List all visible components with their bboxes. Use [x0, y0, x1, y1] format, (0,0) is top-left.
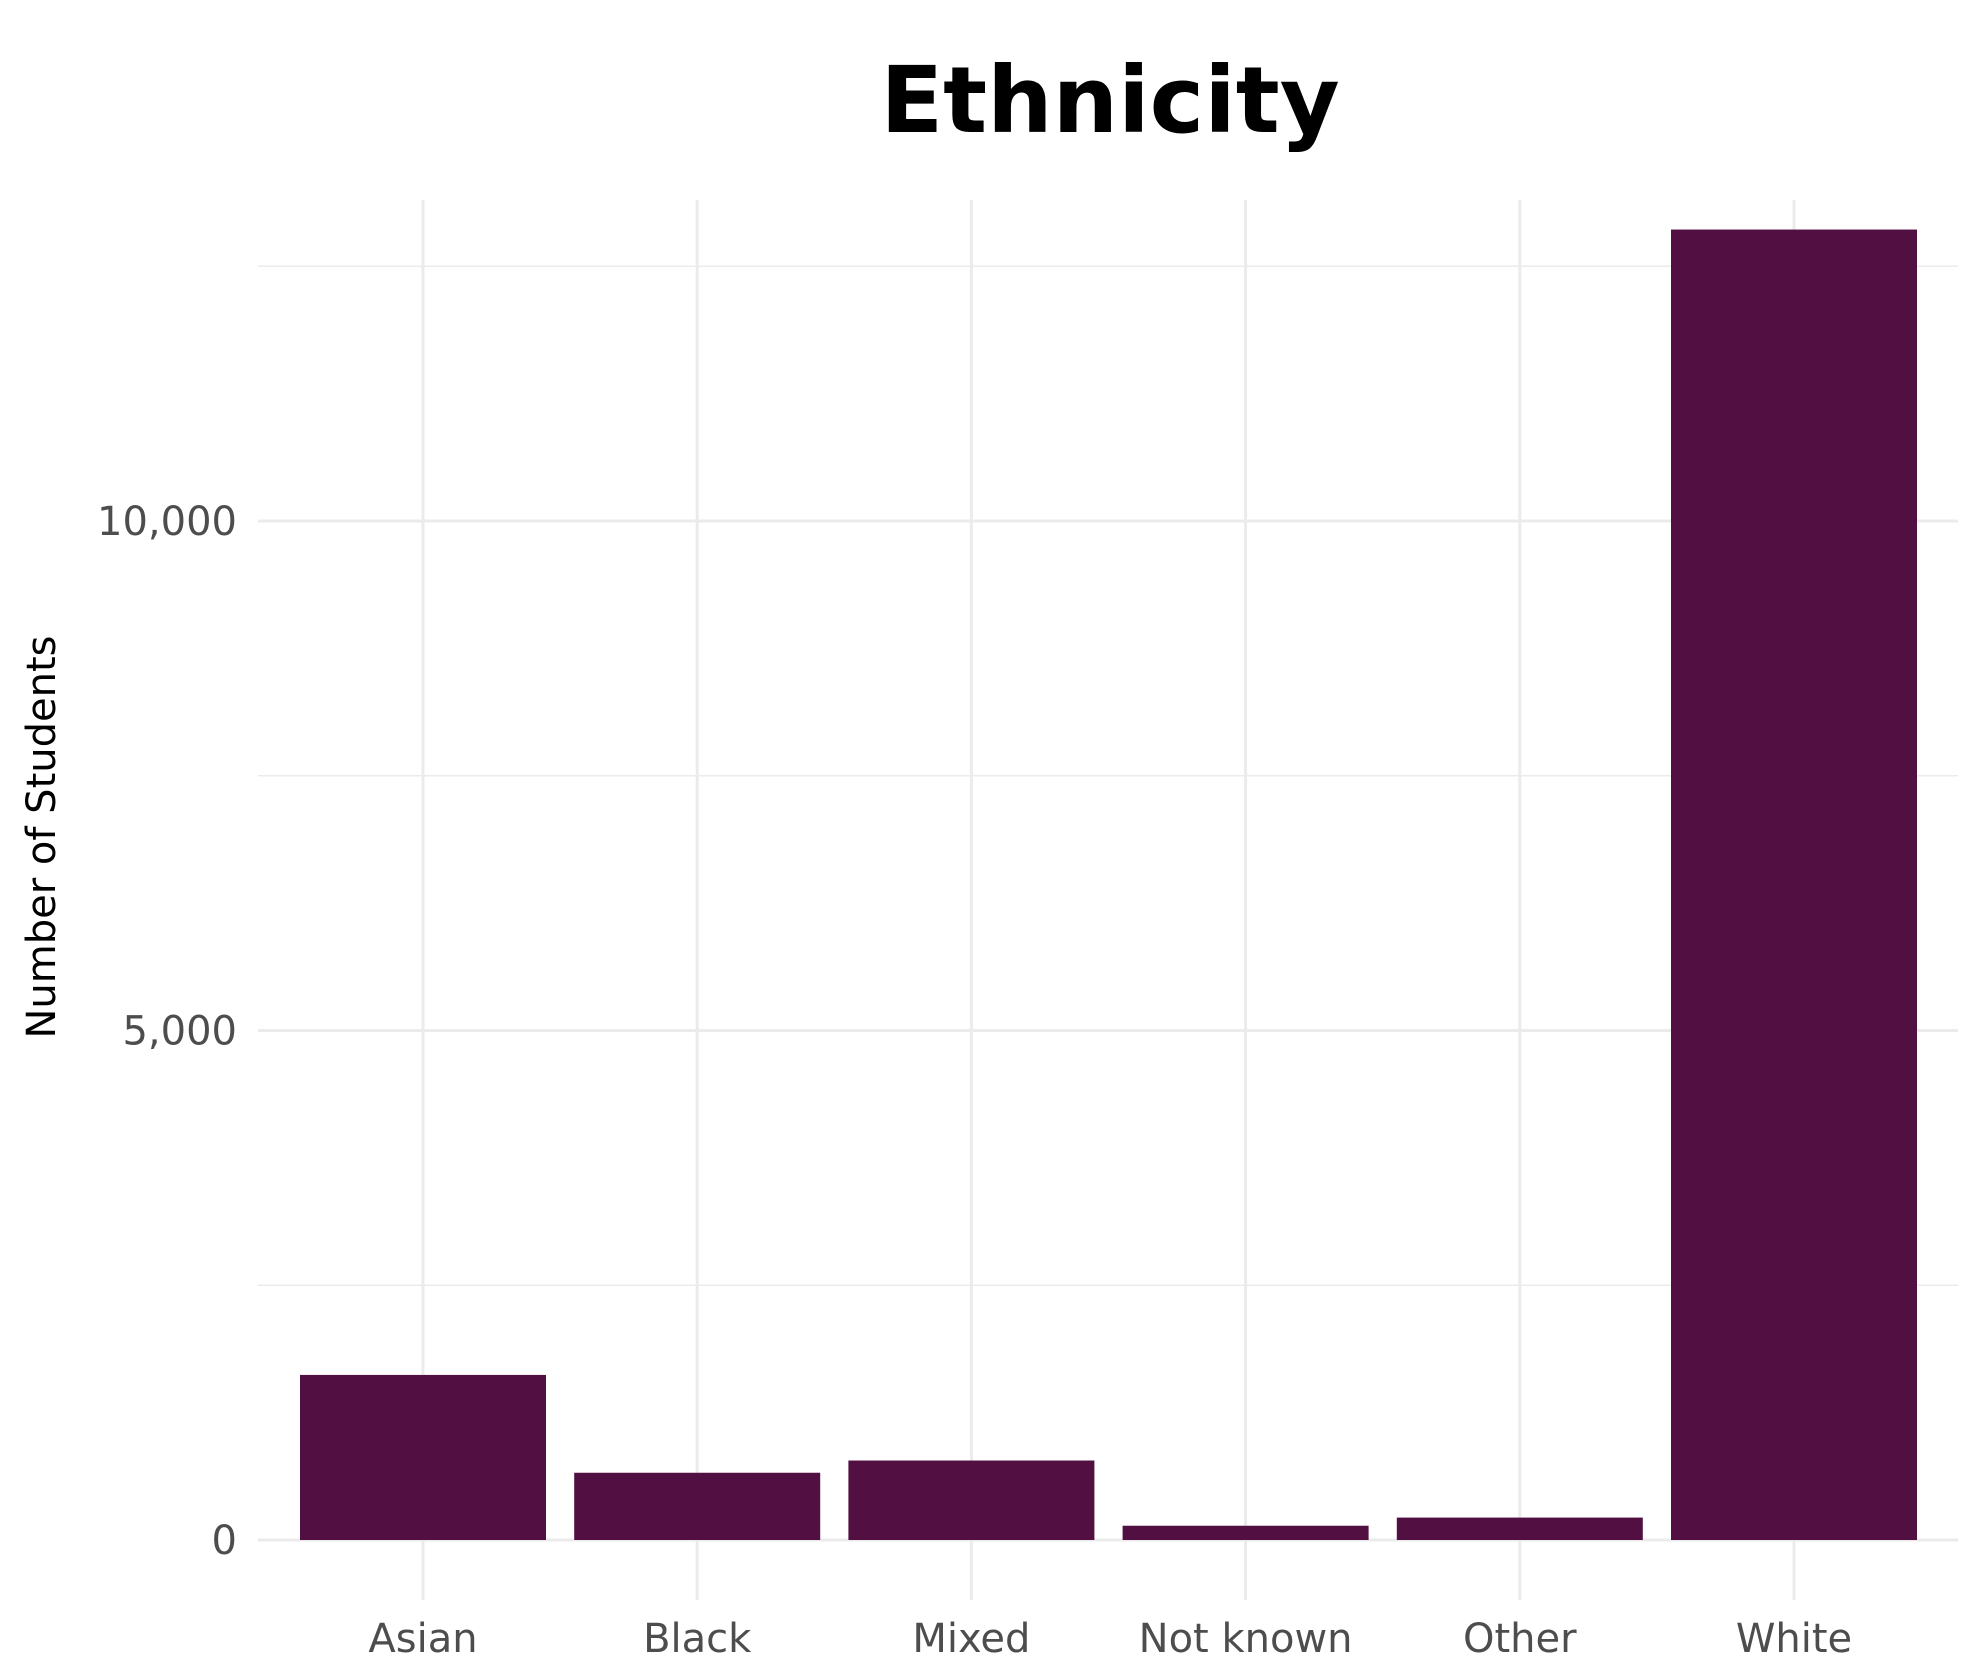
x-tick-label: White	[1736, 1616, 1852, 1662]
bar-white	[1671, 229, 1917, 1541]
bar-black	[574, 1472, 821, 1540]
x-tick-label: Asian	[368, 1616, 477, 1662]
x-tick-label: Other	[1463, 1616, 1577, 1662]
bar-not-known	[1122, 1525, 1369, 1540]
axis-layer: 0 5,000 10,000 Asian Black Mixed Not known Othe…	[97, 499, 1852, 1662]
y-tick-label: 10,000	[97, 499, 237, 545]
y-tick-label: 0	[212, 1518, 237, 1564]
x-tick-label: Black	[643, 1616, 752, 1662]
y-axis-title: Number of Students	[19, 636, 65, 1039]
bar-asian	[300, 1374, 546, 1540]
bar-layer	[300, 229, 1917, 1541]
chart-title: Ethnicity	[880, 47, 1339, 154]
bar-mixed	[848, 1460, 1095, 1540]
y-tick-label: 5,000	[122, 1008, 237, 1054]
x-tick-label: Not known	[1139, 1616, 1353, 1662]
x-tick-label: Mixed	[912, 1616, 1030, 1662]
bar-other	[1396, 1517, 1643, 1540]
